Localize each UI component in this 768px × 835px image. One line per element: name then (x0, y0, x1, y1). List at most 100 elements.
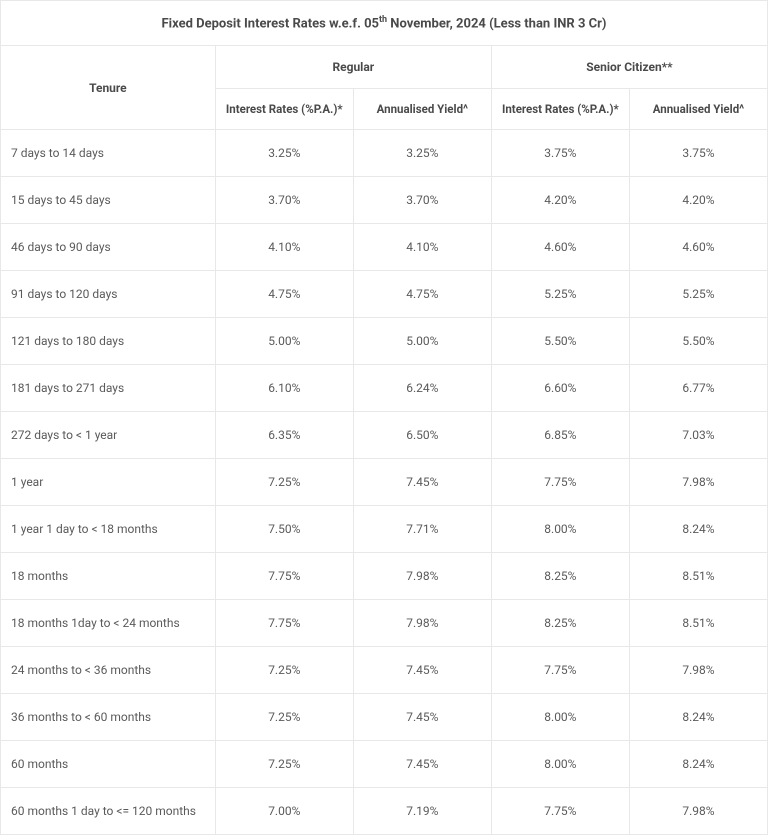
value-cell: 7.45% (353, 694, 491, 741)
fd-rates-table: Fixed Deposit Interest Rates w.e.f. 05th… (0, 0, 768, 835)
value-cell: 3.25% (215, 130, 353, 177)
table-row: 15 days to 45 days3.70%3.70%4.20%4.20% (1, 177, 768, 224)
tenure-cell: 60 months 1 day to <= 120 months (1, 788, 216, 835)
value-cell: 8.24% (629, 694, 767, 741)
value-cell: 3.75% (629, 130, 767, 177)
value-cell: 7.75% (491, 647, 629, 694)
tenure-cell: 272 days to < 1 year (1, 412, 216, 459)
title-pre: Fixed Deposit Interest Rates w.e.f. 05 (162, 16, 379, 31)
table-row: 7 days to 14 days3.25%3.25%3.75%3.75% (1, 130, 768, 177)
value-cell: 5.50% (629, 318, 767, 365)
col-tenure-header: Tenure (1, 46, 216, 130)
value-cell: 6.24% (353, 365, 491, 412)
value-cell: 8.25% (491, 553, 629, 600)
value-cell: 4.10% (215, 224, 353, 271)
tenure-cell: 91 days to 120 days (1, 271, 216, 318)
value-cell: 6.50% (353, 412, 491, 459)
col-senior-yield: Annualised Yield^ (629, 89, 767, 130)
col-regular-yield: Annualised Yield^ (353, 89, 491, 130)
value-cell: 7.45% (353, 459, 491, 506)
table-row: 272 days to < 1 year6.35%6.50%6.85%7.03% (1, 412, 768, 459)
value-cell: 4.20% (629, 177, 767, 224)
col-senior-rate: Interest Rates (%P.A.)* (491, 89, 629, 130)
value-cell: 5.00% (353, 318, 491, 365)
value-cell: 8.00% (491, 741, 629, 788)
value-cell: 5.00% (215, 318, 353, 365)
table-row: 91 days to 120 days4.75%4.75%5.25%5.25% (1, 271, 768, 318)
value-cell: 7.98% (353, 600, 491, 647)
table-title: Fixed Deposit Interest Rates w.e.f. 05th… (1, 1, 768, 46)
value-cell: 8.00% (491, 506, 629, 553)
tenure-cell: 1 year (1, 459, 216, 506)
rates-body: 7 days to 14 days3.25%3.25%3.75%3.75%15 … (1, 130, 768, 835)
value-cell: 7.75% (215, 553, 353, 600)
value-cell: 4.20% (491, 177, 629, 224)
value-cell: 8.25% (491, 600, 629, 647)
value-cell: 7.45% (353, 741, 491, 788)
value-cell: 8.51% (629, 553, 767, 600)
title-sup: th (379, 15, 387, 25)
table-row: 1 year7.25%7.45%7.75%7.98% (1, 459, 768, 506)
tenure-cell: 46 days to 90 days (1, 224, 216, 271)
title-post: November, 2024 (Less than INR 3 Cr) (387, 16, 606, 31)
col-regular-rate: Interest Rates (%P.A.)* (215, 89, 353, 130)
value-cell: 7.45% (353, 647, 491, 694)
table-row: 18 months7.75%7.98%8.25%8.51% (1, 553, 768, 600)
tenure-cell: 181 days to 271 days (1, 365, 216, 412)
value-cell: 7.98% (629, 459, 767, 506)
table-row: 1 year 1 day to < 18 months7.50%7.71%8.0… (1, 506, 768, 553)
value-cell: 8.51% (629, 600, 767, 647)
value-cell: 7.03% (629, 412, 767, 459)
table-row: 60 months7.25%7.45%8.00%8.24% (1, 741, 768, 788)
value-cell: 7.25% (215, 459, 353, 506)
value-cell: 7.98% (629, 788, 767, 835)
table-row: 181 days to 271 days6.10%6.24%6.60%6.77% (1, 365, 768, 412)
value-cell: 7.25% (215, 741, 353, 788)
tenure-cell: 18 months (1, 553, 216, 600)
table-row: 36 months to < 60 months7.25%7.45%8.00%8… (1, 694, 768, 741)
value-cell: 8.24% (629, 506, 767, 553)
value-cell: 7.25% (215, 694, 353, 741)
value-cell: 6.35% (215, 412, 353, 459)
value-cell: 4.60% (629, 224, 767, 271)
value-cell: 5.50% (491, 318, 629, 365)
value-cell: 7.75% (491, 459, 629, 506)
tenure-cell: 24 months to < 36 months (1, 647, 216, 694)
tenure-cell: 18 months 1day to < 24 months (1, 600, 216, 647)
value-cell: 8.24% (629, 741, 767, 788)
value-cell: 8.00% (491, 694, 629, 741)
value-cell: 6.77% (629, 365, 767, 412)
value-cell: 4.60% (491, 224, 629, 271)
col-group-senior: Senior Citizen** (491, 46, 767, 89)
value-cell: 3.25% (353, 130, 491, 177)
table-row: 46 days to 90 days4.10%4.10%4.60%4.60% (1, 224, 768, 271)
col-group-regular: Regular (215, 46, 491, 89)
tenure-cell: 7 days to 14 days (1, 130, 216, 177)
value-cell: 5.25% (629, 271, 767, 318)
value-cell: 7.98% (629, 647, 767, 694)
tenure-cell: 60 months (1, 741, 216, 788)
tenure-cell: 121 days to 180 days (1, 318, 216, 365)
value-cell: 6.10% (215, 365, 353, 412)
table-row: 24 months to < 36 months7.25%7.45%7.75%7… (1, 647, 768, 694)
value-cell: 5.25% (491, 271, 629, 318)
value-cell: 7.25% (215, 647, 353, 694)
tenure-cell: 15 days to 45 days (1, 177, 216, 224)
value-cell: 3.70% (353, 177, 491, 224)
value-cell: 7.98% (353, 553, 491, 600)
table-row: 60 months 1 day to <= 120 months7.00%7.1… (1, 788, 768, 835)
value-cell: 7.19% (353, 788, 491, 835)
value-cell: 6.60% (491, 365, 629, 412)
value-cell: 4.10% (353, 224, 491, 271)
value-cell: 4.75% (215, 271, 353, 318)
value-cell: 6.85% (491, 412, 629, 459)
value-cell: 3.70% (215, 177, 353, 224)
tenure-cell: 36 months to < 60 months (1, 694, 216, 741)
table-row: 121 days to 180 days5.00%5.00%5.50%5.50% (1, 318, 768, 365)
value-cell: 7.00% (215, 788, 353, 835)
table-row: 18 months 1day to < 24 months7.75%7.98%8… (1, 600, 768, 647)
value-cell: 7.75% (491, 788, 629, 835)
value-cell: 7.50% (215, 506, 353, 553)
value-cell: 7.71% (353, 506, 491, 553)
tenure-cell: 1 year 1 day to < 18 months (1, 506, 216, 553)
